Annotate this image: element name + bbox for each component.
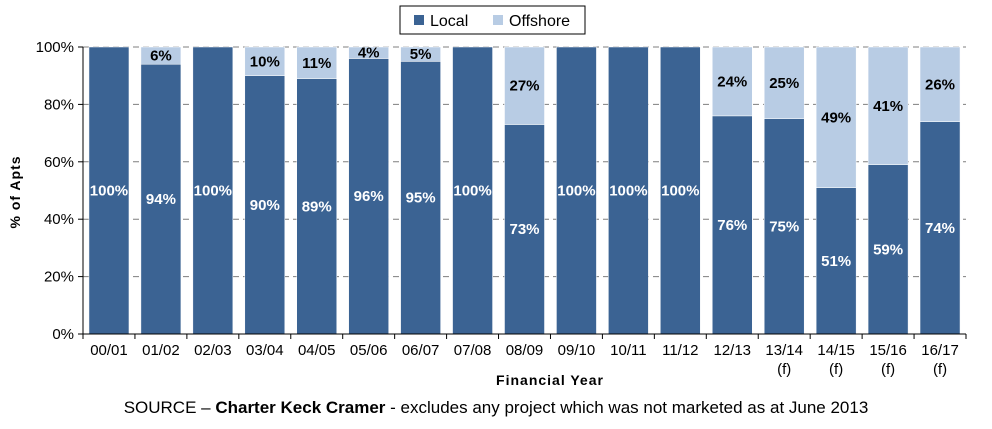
data-label-local: 95%: [406, 190, 436, 207]
data-label-local: 89%: [302, 198, 332, 215]
data-label-local: 100%: [609, 183, 647, 200]
data-label-local: 90%: [250, 197, 280, 214]
bar-offshore: [400, 46, 441, 62]
x-tick-label: 16/17: [921, 342, 959, 359]
x-tick-label: 13/14: [765, 342, 803, 359]
x-tick-label: 08/09: [506, 342, 544, 359]
data-label-local: 74%: [925, 220, 955, 237]
x-tick-sublabel: (f): [829, 361, 843, 378]
x-tick-label: 10/11: [610, 342, 646, 359]
x-tick-label: 05/06: [350, 342, 388, 359]
x-tick-sublabel: (f): [881, 361, 895, 378]
legend-label-local: Local: [430, 13, 468, 30]
data-label-local: 100%: [90, 183, 128, 200]
bar-local: [244, 75, 286, 335]
legend-swatch-local: [414, 15, 424, 25]
data-label-local: 75%: [769, 218, 799, 235]
data-label-offshore: 41%: [873, 98, 903, 115]
data-label-local: 94%: [146, 191, 176, 208]
bar-offshore: [140, 46, 182, 65]
bar-local: [504, 124, 545, 335]
data-label-local: 100%: [453, 183, 491, 200]
x-tick-sublabel: (f): [777, 361, 791, 378]
data-label-offshore: 11%: [302, 55, 331, 72]
bar-local: [556, 46, 597, 335]
bar-local: [660, 46, 701, 335]
bar-offshore: [919, 46, 961, 122]
source-prefix: SOURCE –: [123, 398, 216, 417]
bar-offshore: [763, 46, 805, 119]
y-axis-title: % of Apts: [7, 155, 23, 228]
x-tick-label: 14/15: [817, 342, 855, 359]
legend-box: [399, 5, 586, 35]
source-name: Charter Keck Cramer: [215, 398, 386, 417]
bar-offshore: [244, 46, 286, 76]
bar-offshore: [296, 46, 337, 79]
x-tick-label: 03/04: [246, 342, 284, 359]
source-note: SOURCE – Charter Keck Cramer - excludes …: [0, 398, 992, 418]
bar-local: [608, 46, 649, 335]
data-label-local: 51%: [821, 253, 851, 270]
data-label-offshore: 6%: [150, 48, 172, 65]
y-tick-label: 100%: [36, 39, 74, 56]
bar-local: [88, 46, 130, 335]
x-tick-label: 01/02: [142, 342, 180, 359]
x-tick-label: 11/12: [662, 342, 698, 359]
bar-offshore: [504, 46, 545, 125]
legend-label-offshore: Offshore: [509, 13, 570, 30]
data-label-offshore: 25%: [769, 75, 799, 92]
y-tick-label: 20%: [44, 269, 74, 286]
y-tick-label: 60%: [44, 154, 74, 171]
bar-local: [867, 164, 909, 335]
data-label-offshore: 26%: [925, 76, 955, 93]
data-label-offshore: 24%: [717, 73, 747, 90]
bars: 100% 94% 6% 100% 90% 10% 89% 11% 96% 4% 95% 5% 100% 7…: [88, 45, 961, 335]
x-tick-label: 12/13: [713, 342, 751, 359]
bar-local: [140, 63, 182, 335]
legend-swatch-offshore: [493, 15, 503, 25]
bar-local: [452, 46, 493, 335]
bar-offshore: [712, 46, 753, 117]
bar-local: [815, 187, 857, 335]
x-tick-label: 04/05: [298, 342, 336, 359]
data-label-local: 96%: [354, 188, 384, 205]
bar-offshore: [348, 46, 389, 59]
bar-offshore: [815, 46, 857, 188]
y-tick-label: 40%: [44, 211, 74, 228]
data-label-local: 59%: [873, 241, 903, 258]
x-tick-label: 02/03: [194, 342, 232, 359]
y-tick-label: 0%: [52, 326, 74, 343]
bar-local: [712, 115, 753, 335]
data-label-offshore: 5%: [410, 46, 432, 63]
data-label-offshore: 10%: [250, 53, 280, 70]
x-tick-label: 09/10: [558, 342, 596, 359]
legend: Local Offshore: [399, 5, 586, 35]
data-label-local: 100%: [661, 183, 699, 200]
x-tick-label: 00/01: [90, 342, 128, 359]
stacked-bar-chart: Local Offshore 100% 94% 6% 100% 90% 10% 89% 11%…: [7, 5, 967, 388]
bar-local: [763, 118, 805, 335]
data-label-local: 76%: [717, 217, 747, 234]
x-axis-title: Financial Year: [496, 372, 604, 388]
data-label-local: 100%: [557, 183, 595, 200]
bar-local: [296, 78, 337, 335]
tick-labels: 0% 20% 40% 60% 80% 100% 00/01 01/02 02/03 03/04 04…: [36, 39, 959, 378]
bar-local: [400, 61, 441, 335]
data-label-offshore: 49%: [821, 109, 851, 126]
data-label-local: 100%: [194, 183, 232, 200]
y-tick-label: 80%: [44, 96, 74, 113]
data-label-offshore: 27%: [509, 78, 539, 95]
x-tick-label: 15/16: [869, 342, 907, 359]
x-tick-label: 07/08: [454, 342, 492, 359]
bar-offshore: [867, 46, 909, 165]
data-label-local: 73%: [509, 221, 539, 238]
x-tick-label: 06/07: [402, 342, 440, 359]
x-tick-sublabel: (f): [933, 361, 947, 378]
bar-local: [192, 46, 234, 335]
axes: [78, 46, 967, 339]
data-label-offshore: 4%: [358, 45, 380, 62]
source-suffix: - excludes any project which was not mar…: [385, 398, 869, 417]
